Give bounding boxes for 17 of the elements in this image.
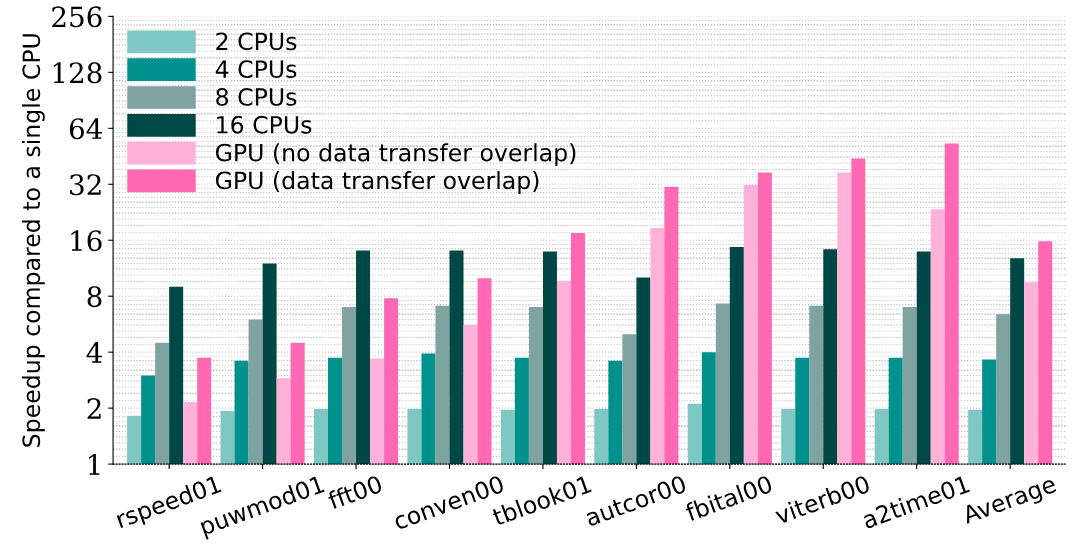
y-tick-label: 16 (71, 230, 102, 252)
legend-label: 4 CPUs (215, 60, 297, 79)
y-tick-label: 256 (52, 6, 102, 28)
legend-label: GPU (data transfer overlap) (215, 171, 539, 194)
y-tick-label: 64 (69, 118, 102, 140)
y-tick-label: 128 (53, 62, 102, 84)
legend-label: GPU (no data transfer overlap) (215, 143, 576, 167)
y-tick-label: 4 (86, 342, 102, 363)
y-tick-label: 2 (87, 398, 101, 419)
legend-label: 16 CPUs (217, 115, 312, 134)
y-tick-label: 1 (89, 454, 100, 475)
x-tick-label: fft00 (326, 474, 383, 510)
y-tick-label: 8 (87, 286, 102, 308)
legend-label: 8 CPUs (216, 88, 297, 106)
legend-label: 2 CPUs (216, 32, 297, 51)
y-tick-label: 32 (70, 174, 101, 196)
y-axis-title: Speedup compared to a single CPU (21, 34, 45, 447)
